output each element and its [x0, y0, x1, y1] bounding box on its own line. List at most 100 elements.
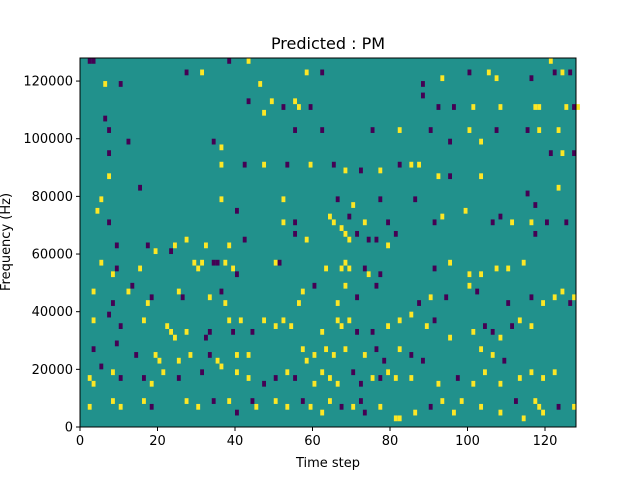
heatmap-cell-high — [335, 380, 340, 387]
heatmap-cell-high — [328, 398, 332, 404]
heatmap-cell-low — [374, 236, 379, 243]
heatmap-cell-high — [153, 352, 158, 358]
heatmap-cell-high — [428, 294, 433, 301]
heatmap-cell-low — [421, 357, 425, 364]
heatmap-cell-low — [436, 104, 441, 110]
heatmap-cell-high — [145, 300, 150, 306]
heatmap-cell-high — [347, 265, 352, 272]
heatmap-cell-low — [281, 104, 286, 110]
heatmap-cell-high — [409, 161, 414, 168]
heatmap-cell-low — [242, 161, 247, 168]
heatmap-cell-low — [242, 236, 247, 243]
heatmap-cell-low — [432, 265, 437, 272]
heatmap-cell-low — [246, 98, 251, 105]
heatmap-cell-high — [169, 328, 174, 335]
heatmap-cell-high — [273, 398, 278, 404]
heatmap-cell-low — [114, 340, 119, 347]
y-tick-label: 100000 — [23, 132, 73, 147]
heatmap-cell-high — [370, 375, 375, 381]
heatmap-cell-high — [533, 104, 538, 110]
heatmap-cell-low — [432, 219, 437, 226]
heatmap-cell-low — [320, 69, 325, 76]
x-tick-label: 40 — [227, 434, 244, 449]
heatmap-cell-high — [529, 323, 534, 329]
heatmap-cell-low — [126, 138, 131, 145]
heatmap-cell-high — [238, 317, 243, 324]
heatmap-cell-high — [103, 81, 108, 87]
heatmap-cell-high — [262, 161, 267, 168]
heatmap-cell-high — [328, 375, 332, 381]
y-tick-label: 20000 — [32, 363, 73, 378]
heatmap-cell-low — [107, 311, 112, 318]
heatmap-cell-low — [378, 375, 383, 381]
y-tick-label: 40000 — [32, 305, 73, 320]
heatmap-cell-low — [397, 161, 402, 168]
y-tick-label: 60000 — [32, 248, 73, 263]
y-axis-title: Frequency (Hz) — [0, 193, 14, 291]
heatmap-cell-low — [455, 375, 460, 381]
heatmap-cell-high — [91, 288, 96, 295]
heatmap-cell-high — [498, 380, 503, 387]
heatmap-cell-low — [235, 409, 239, 416]
heatmap-cell-low — [370, 127, 375, 133]
heatmap-cell-low — [483, 323, 487, 329]
heatmap-cell-high — [521, 415, 526, 422]
heatmap-cell-high — [556, 184, 561, 191]
heatmap-cell-high — [366, 271, 371, 278]
heatmap-cell-high — [157, 357, 162, 364]
heatmap-cell-low — [514, 398, 518, 404]
heatmap-cell-high — [424, 323, 429, 329]
x-tick-label: 80 — [382, 434, 399, 449]
x-tick-label: 60 — [304, 434, 321, 449]
heatmap-cell-high — [397, 127, 402, 133]
heatmap-cell-high — [335, 300, 340, 306]
heatmap-cell-high — [397, 346, 402, 353]
heatmap-cell-high — [339, 265, 344, 272]
heatmap-cell-high — [149, 380, 154, 387]
heatmap-cell-low — [235, 271, 239, 278]
heatmap-cell-low — [428, 403, 433, 410]
heatmap-cell-high — [533, 398, 538, 404]
heatmap-cell-low — [572, 104, 577, 110]
heatmap-cell-low — [552, 69, 557, 76]
heatmap-cell-high — [517, 317, 522, 324]
heatmap-cell-high — [537, 127, 542, 133]
heatmap-cell-high — [200, 69, 205, 76]
heatmap-cell-low — [114, 265, 119, 272]
heatmap-cell-high — [304, 236, 309, 243]
heatmap-cell-high — [258, 81, 263, 87]
heatmap-cell-low — [432, 317, 437, 324]
heatmap-cell-low — [421, 81, 425, 87]
heatmap-cell-high — [99, 196, 104, 203]
heatmap-cell-high — [285, 403, 290, 410]
heatmap-cell-low — [215, 259, 220, 266]
heatmap-cell-high — [467, 127, 472, 133]
heatmap-cell-low — [490, 219, 495, 226]
heatmap-cell-high — [254, 403, 259, 410]
heatmap-cell-high — [552, 294, 557, 301]
heatmap-cell-low — [498, 213, 503, 220]
heatmap-background — [80, 58, 576, 427]
heatmap-cell-high — [343, 259, 348, 266]
heatmap-cell-high — [324, 346, 329, 353]
heatmap-cell-low — [211, 138, 216, 145]
heatmap-cell-high — [537, 104, 542, 110]
heatmap-cell-high — [483, 369, 487, 376]
heatmap-cell-high — [227, 398, 232, 404]
heatmap-cell-high — [312, 352, 317, 358]
heatmap-cell-high — [262, 317, 267, 324]
heatmap-cell-high — [215, 357, 220, 364]
heatmap-cell-high — [262, 109, 267, 116]
heatmap-cell-low — [138, 184, 143, 191]
heatmap-cell-high — [297, 104, 301, 110]
heatmap-cell-high — [479, 173, 484, 180]
heatmap-cell-high — [490, 352, 495, 358]
heatmap-cell-low — [467, 69, 472, 76]
heatmap-cell-high — [471, 380, 476, 387]
heatmap-cell-high — [196, 265, 201, 272]
heatmap-cell-low — [448, 173, 453, 180]
heatmap-cell-high — [510, 219, 515, 226]
heatmap-cell-low — [145, 242, 150, 249]
heatmap-cell-low — [207, 328, 212, 335]
heatmap-cell-high — [529, 219, 534, 226]
